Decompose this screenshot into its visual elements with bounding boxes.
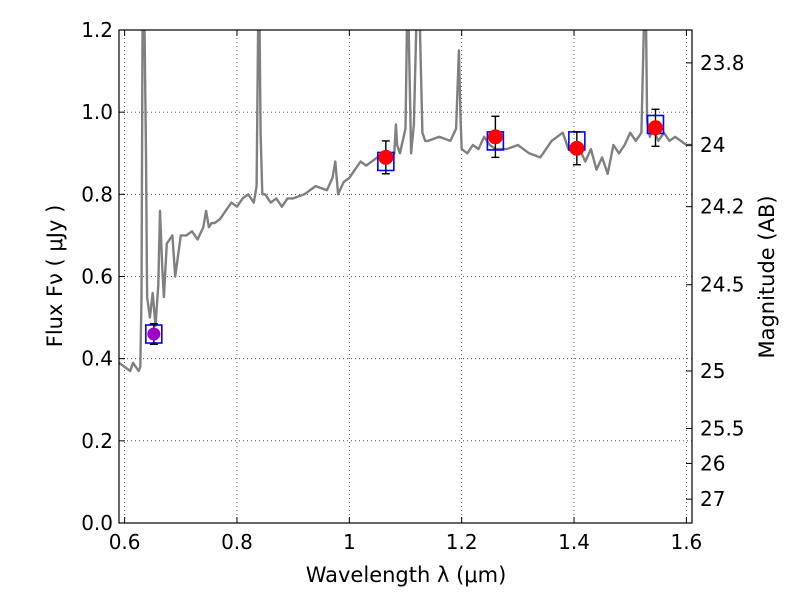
right-y-tick-label: 25.5 (700, 417, 745, 441)
x-tick-label: 0.6 (109, 530, 141, 554)
observed-point (487, 129, 503, 145)
y-axis-title: Flux Fν ( μJy ) (43, 205, 67, 348)
x-tick-label: 0.8 (221, 530, 253, 554)
data-points (147, 120, 663, 341)
right-y-tick-label: 26 (700, 451, 725, 475)
right-y-axis-title: Magnitude (AB) (755, 195, 779, 358)
right-y-tick-label: 24.5 (700, 273, 745, 297)
y-tick-label: 0.2 (81, 429, 113, 453)
model-spectrum-line (119, 30, 692, 373)
right-y-tick-label: 24.2 (700, 195, 745, 219)
axis-ticks (119, 29, 692, 524)
right-y-tick-label: 24 (700, 133, 725, 157)
y-tick-label: 1.2 (81, 18, 113, 42)
y-tick-label: 0.6 (81, 265, 113, 289)
right-y-tick-label: 25 (700, 359, 725, 383)
observed-point (569, 140, 585, 156)
y-tick-label: 0.8 (81, 182, 113, 206)
x-axis-title: Wavelength λ (μm) (306, 563, 507, 587)
right-y-tick-label: 23.8 (700, 51, 745, 75)
x-tick-label: 1.6 (670, 530, 702, 554)
observed-point (647, 120, 663, 136)
y-tick-label: 0.0 (81, 511, 113, 535)
photometric-point (147, 327, 161, 341)
x-tick-label: 1.2 (446, 530, 478, 554)
model-spectrum (119, 30, 692, 373)
right-y-tick-label: 27 (700, 487, 725, 511)
tick-labels: 0.6 0.8 1 1.2 1.4 1.6 0.0 0.2 0.4 0.6 0.8 1.0 1.2 23.… (81, 18, 744, 554)
x-tick-label: 1 (343, 530, 356, 554)
observed-point (378, 149, 394, 165)
x-tick-label: 1.4 (558, 530, 590, 554)
y-tick-label: 1.0 (81, 100, 113, 124)
y-tick-label: 0.4 (81, 347, 113, 371)
